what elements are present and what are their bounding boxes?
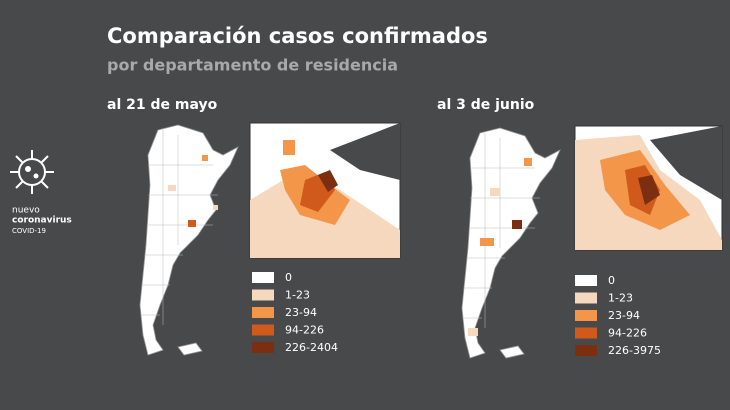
legend-swatch — [575, 275, 597, 286]
panel-label: al 3 de junio — [437, 97, 535, 113]
logo: nuevo coronavirus COVID-19 — [10, 150, 72, 235]
map-argentina — [461, 127, 561, 359]
legend-label: 1-23 — [608, 292, 633, 305]
legend-swatch — [575, 310, 597, 321]
logo-line: coronavirus — [12, 216, 72, 226]
legend-swatch — [252, 342, 274, 353]
panel-label: al 21 de mayo — [107, 97, 218, 113]
legend-label: 0 — [285, 271, 292, 284]
legend-swatch — [575, 345, 597, 356]
legend-label: 226-3975 — [608, 344, 661, 357]
legend-swatch — [252, 324, 274, 336]
legend-swatch — [252, 272, 274, 283]
legend-swatch — [575, 292, 597, 304]
subtitle: por departamento de residencia — [107, 56, 398, 75]
inset-map — [249, 122, 401, 259]
legend-swatch — [252, 307, 274, 318]
legend-label: 23-94 — [285, 306, 317, 319]
legend-label: 1-23 — [285, 289, 310, 302]
legend-label: 226-2404 — [285, 341, 338, 354]
legend-label: 23-94 — [608, 309, 640, 322]
logo-line: COVID-19 — [12, 227, 46, 235]
legend-label: 0 — [608, 274, 615, 287]
logo-line: nuevo — [12, 206, 40, 216]
inset-map — [574, 125, 723, 251]
legend-label: 94-226 — [285, 324, 324, 337]
map-argentina — [139, 124, 239, 356]
legend-swatch — [575, 327, 597, 339]
title: Comparación casos confirmados — [107, 24, 488, 48]
legend-label: 94-226 — [608, 327, 647, 340]
legend-swatch — [252, 289, 274, 301]
